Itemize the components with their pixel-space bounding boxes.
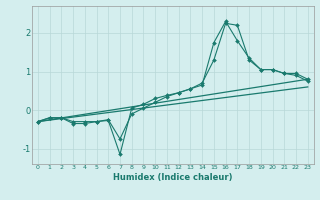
X-axis label: Humidex (Indice chaleur): Humidex (Indice chaleur) xyxy=(113,173,233,182)
